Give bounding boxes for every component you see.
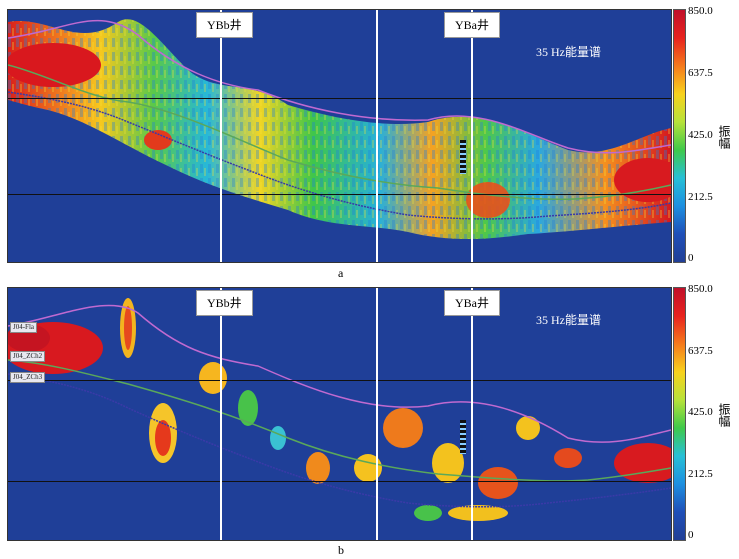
well-line-yba (471, 288, 473, 540)
well-line-yba (471, 10, 473, 262)
colorbar-unit: 振幅 (717, 125, 731, 149)
colorbar-tick: 850.0 (688, 5, 713, 17)
well-label-yba: YBa井 (444, 12, 500, 38)
depth-marker-line (376, 10, 378, 262)
colorbar-tick: 637.5 (688, 345, 713, 357)
panel-caption-a: a (338, 266, 344, 280)
horizon-tag: J04_ZCh3 (10, 372, 46, 383)
colorbar-unit: 振幅 (717, 403, 731, 427)
colorbar-tick: 850.0 (688, 283, 713, 295)
horizon-line (8, 380, 671, 381)
well-line-ybb (220, 288, 222, 540)
panel-caption-b: b (338, 543, 344, 557)
colorbar-tick: 212.5 (688, 468, 713, 480)
seismic-section-b (8, 288, 671, 540)
horizon-line (8, 98, 671, 99)
well-log-marker (460, 140, 466, 174)
colorbar-tick: 0 (688, 252, 694, 264)
spectrum-label: 35 Hz能量谱 (536, 45, 601, 59)
colorbar-tick: 212.5 (688, 191, 713, 203)
depth-marker-line (376, 288, 378, 540)
colorbar-tick: 637.5 (688, 67, 713, 79)
well-label-yba: YBa井 (444, 290, 500, 316)
energy-spectrum-panel-a: YBb井 YBa井 35 Hz能量谱 (7, 9, 672, 263)
well-label-ybb: YBb井 (196, 290, 253, 316)
well-label-ybb: YBb井 (196, 12, 253, 38)
colorbar-tick: 0 (688, 529, 694, 541)
seismic-section-a (8, 10, 671, 262)
horizon-line (8, 481, 671, 482)
colorbar-tick: 425.0 (688, 129, 713, 141)
spectrum-label: 35 Hz能量谱 (536, 313, 601, 327)
energy-spectrum-panel-b: YBb井 YBa井 35 Hz能量谱 J04-Fla J04_ZCh2 J04_… (7, 287, 672, 541)
colorbar-a (673, 9, 686, 263)
well-log-marker (460, 420, 466, 454)
horizon-tag: J04_ZCh2 (10, 351, 46, 362)
colorbar-tick: 425.0 (688, 406, 713, 418)
horizon-tag: J04-Fla (10, 322, 37, 333)
well-line-ybb (220, 10, 222, 262)
horizon-line (8, 194, 671, 195)
colorbar-b (673, 287, 686, 541)
